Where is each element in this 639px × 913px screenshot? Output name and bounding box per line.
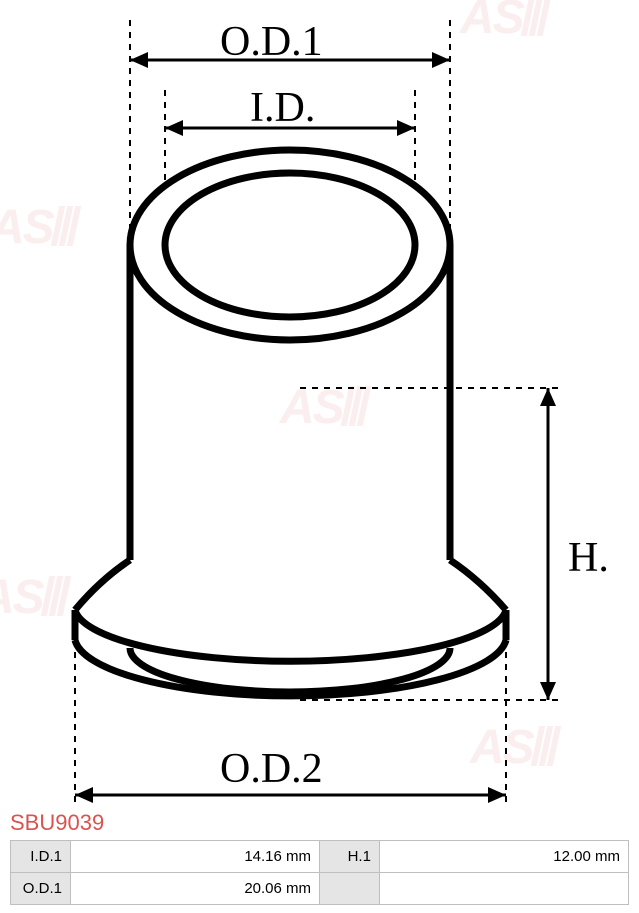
table-row: I.D.1 14.16 mm H.1 12.00 mm	[11, 841, 629, 873]
spec-label: O.D.1	[11, 873, 71, 905]
table-row: O.D.1 20.06 mm	[11, 873, 629, 905]
spec-value: 14.16 mm	[70, 841, 319, 873]
spec-table: I.D.1 14.16 mm H.1 12.00 mm O.D.1 20.06 …	[10, 840, 629, 905]
spec-label	[320, 873, 380, 905]
id-label: I.D.	[250, 84, 315, 132]
bushing-svg	[0, 0, 639, 810]
spec-value: 20.06 mm	[70, 873, 319, 905]
od2-label: O.D.2	[220, 745, 323, 793]
od1-label: O.D.1	[220, 18, 323, 66]
diagram-area: O.D.1 I.D. H. O.D.2	[0, 0, 639, 810]
spec-value	[379, 873, 628, 905]
spec-label: I.D.1	[11, 841, 71, 873]
part-number: SBU9039	[10, 810, 104, 836]
h-label: H.	[568, 534, 609, 582]
spec-label: H.1	[320, 841, 380, 873]
spec-value: 12.00 mm	[379, 841, 628, 873]
